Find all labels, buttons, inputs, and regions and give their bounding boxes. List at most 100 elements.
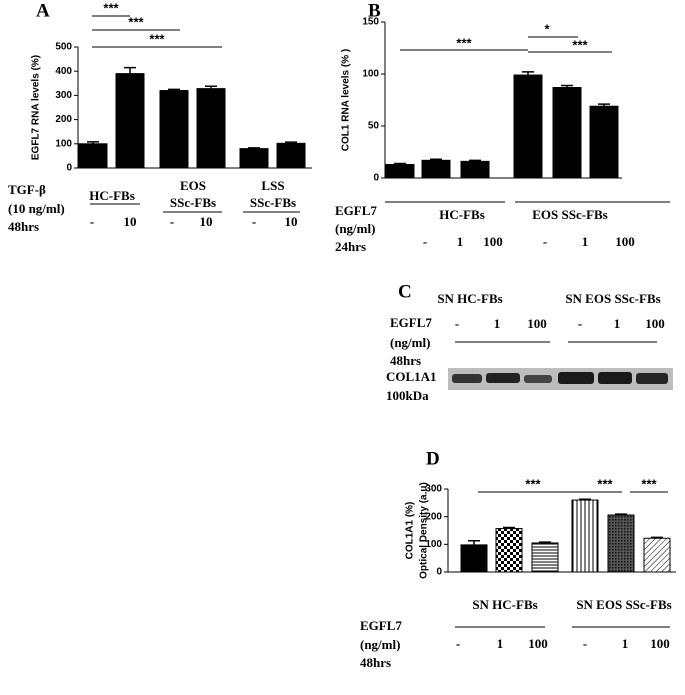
x-tick-label: - — [90, 214, 94, 229]
bar — [115, 73, 145, 169]
y-tick-label: 0 — [66, 163, 72, 174]
bar — [607, 514, 635, 573]
y-tick-label: 0 — [436, 567, 442, 578]
y-tick-label: 200 — [55, 114, 72, 125]
x-tick-label: - — [543, 234, 547, 249]
condition-label: 24hrs — [335, 239, 366, 254]
bar — [495, 528, 523, 573]
error-bar — [468, 539, 480, 545]
bar — [159, 90, 189, 169]
error-bar — [124, 66, 136, 74]
y-axis-label: COL1A1 (%) — [405, 502, 416, 560]
group-label: EOS SSc-FBs — [532, 207, 608, 222]
x-tick-label: - — [583, 636, 587, 651]
y-axis-label: Optical Density (a.u) — [419, 482, 430, 579]
significance-label: *** — [456, 35, 472, 50]
group-label: SSc-FBs — [170, 195, 216, 210]
x-tick-label: 1 — [622, 636, 629, 651]
condition-label: (10 ng/ml) — [8, 201, 65, 216]
bar — [276, 142, 306, 169]
x-tick-label: 100 — [483, 234, 503, 249]
blot-band — [524, 375, 552, 383]
group-label: SN EOS SSc-FBs — [565, 291, 660, 306]
lane-label: 100 — [527, 316, 547, 331]
x-tick-label: 10 — [200, 214, 213, 229]
group-label: SN HC-FBs — [437, 291, 502, 306]
blot-band — [598, 372, 632, 384]
y-tick-label: 500 — [55, 42, 72, 53]
significance-label: *** — [128, 14, 144, 29]
blot-band — [486, 373, 520, 383]
condition-label: EGFL7 — [335, 203, 377, 218]
condition-label: (ng/ml) — [360, 637, 400, 652]
bar — [460, 160, 490, 179]
y-tick-label: 100 — [55, 138, 72, 149]
error-bar — [539, 541, 551, 543]
x-tick-label: 1 — [582, 234, 589, 249]
x-tick-label: 100 — [650, 636, 670, 651]
error-bar — [205, 85, 217, 89]
y-tick-label: 100 — [362, 69, 379, 80]
error-bar — [248, 147, 260, 149]
x-tick-label: - — [252, 214, 256, 229]
x-tick-label: 10 — [285, 214, 298, 229]
bar — [643, 537, 671, 573]
condition-label: (ng/ml) — [335, 221, 375, 236]
group-label: LSS — [261, 178, 284, 193]
condition-label: 48hrs — [360, 655, 391, 670]
group-label: SN HC-FBs — [472, 597, 537, 612]
bar — [531, 542, 559, 573]
x-tick-label: 100 — [528, 636, 548, 651]
significance-label: * — [544, 21, 550, 36]
error-bar — [522, 71, 534, 76]
error-bar — [87, 141, 99, 144]
significance-label: *** — [103, 0, 119, 15]
error-bar — [285, 141, 297, 144]
y-tick-label: 300 — [425, 484, 442, 495]
bar — [460, 544, 488, 573]
error-bar — [394, 162, 406, 165]
y-tick-label: 100 — [425, 539, 442, 550]
group-label: SN EOS SSc-FBs — [576, 597, 671, 612]
y-tick-label: 50 — [368, 121, 380, 132]
lane-label: 100 — [645, 316, 665, 331]
panel-label: D — [426, 448, 440, 469]
group-label: HC-FBs — [89, 188, 135, 203]
x-tick-label: 100 — [615, 234, 635, 249]
error-bar — [561, 84, 573, 88]
error-bar — [598, 103, 610, 107]
significance-label: *** — [641, 476, 657, 491]
y-tick-label: 0 — [373, 173, 379, 184]
y-tick-label: 300 — [55, 90, 72, 101]
group-label: EOS — [180, 178, 206, 193]
bar — [589, 105, 619, 179]
error-bar — [469, 159, 481, 162]
panel-label: B — [368, 0, 381, 21]
lane-label: - — [455, 316, 459, 331]
band-label: COL1A1 — [386, 369, 437, 384]
x-tick-label: 1 — [457, 234, 464, 249]
x-tick-label: 1 — [497, 636, 504, 651]
condition-label: EGFL7 — [360, 618, 402, 633]
group-label: SSc-FBs — [250, 195, 296, 210]
condition-label: 48hrs — [8, 219, 39, 234]
bar — [571, 499, 599, 573]
band-label: 100kDa — [386, 388, 429, 403]
error-bar — [503, 526, 515, 529]
significance-label: *** — [597, 476, 613, 491]
error-bar — [615, 513, 627, 516]
y-tick-label: 150 — [362, 17, 379, 28]
blot-band — [452, 374, 482, 383]
error-bar — [579, 498, 591, 501]
y-axis-label: EGFL7 RNA levels (%) — [31, 55, 42, 160]
bar — [78, 143, 108, 169]
blot-panel: C SN HC-FBs SN EOS SSc-FBs EGFL7 (ng/ml)… — [386, 281, 673, 403]
y-tick-label: 200 — [425, 511, 442, 522]
bar — [552, 87, 582, 179]
lane-label: 1 — [614, 316, 621, 331]
group-label: HC-FBs — [439, 207, 485, 222]
error-bar — [651, 536, 663, 539]
y-tick-label: 400 — [55, 66, 72, 77]
bar — [513, 74, 543, 179]
